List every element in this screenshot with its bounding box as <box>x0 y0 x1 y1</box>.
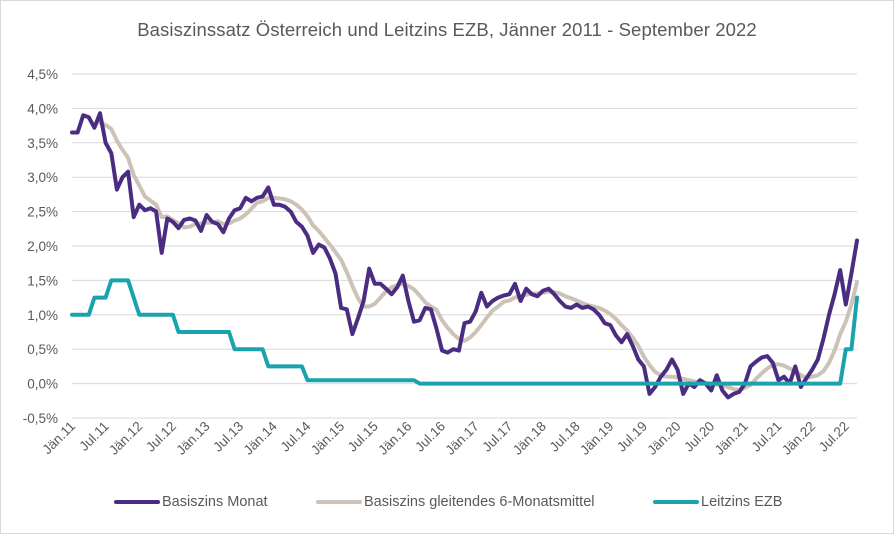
legend-swatch-gleitendes-mittel <box>316 500 362 504</box>
y-tick-label: -0,5% <box>23 411 58 426</box>
x-tick-label: Jul.20 <box>681 419 717 455</box>
y-tick-label: 2,0% <box>27 239 58 254</box>
x-tick-label: Jul.18 <box>547 419 583 455</box>
x-tick-label: Jän.14 <box>241 418 281 458</box>
y-tick-label: 0,0% <box>27 377 58 392</box>
y-tick-label: 4,0% <box>27 101 58 116</box>
x-tick-label: Jän.18 <box>510 419 549 458</box>
y-tick-label: 3,5% <box>27 136 58 151</box>
x-tick-label: Jän.22 <box>779 419 818 458</box>
y-tick-label: 1,5% <box>27 273 58 288</box>
series-gleitendes-mittel-line <box>98 120 859 392</box>
legend-swatch-leitzins-ezb <box>653 500 699 504</box>
x-tick-label: Jän.21 <box>712 419 751 458</box>
y-tick-label: 0,5% <box>27 342 58 357</box>
x-tick-label: Jul.13 <box>210 419 246 455</box>
y-axis-ticks: -0,5% 0,0% 0,5% 1,0% 1,5% 2,0% 2,5% 3,0% 3,5% 4,0… <box>23 67 58 426</box>
x-tick-label: Jän.15 <box>308 419 347 458</box>
legend-swatch-basiszins-monat <box>114 500 160 504</box>
x-tick-label: Jul.16 <box>412 419 448 455</box>
legend-item-gleitendes-mittel: Basiszins gleitendes 6-Monatsmittel <box>316 494 595 510</box>
series-lines <box>70 111 859 400</box>
x-tick-label: Jän.12 <box>106 419 145 458</box>
x-tick-label: Jul.21 <box>749 419 785 455</box>
x-tick-label: Jul.14 <box>278 418 314 454</box>
x-tick-label: Jul.12 <box>143 419 179 455</box>
legend-item-leitzins-ezb: Leitzins EZB <box>653 494 782 510</box>
x-axis-ticks: Jän.11Jul.11Jän.12Jul.12Jän.13Jul.13Jän.… <box>40 418 852 458</box>
y-tick-label: 4,5% <box>27 67 58 82</box>
series-leitzins-ezb-line <box>70 278 859 386</box>
x-tick-label: Jul.17 <box>479 419 515 455</box>
legend-label-basiszins-monat: Basiszins Monat <box>162 494 268 510</box>
chart-title: Basiszinssatz Österreich und Leitzins EZ… <box>137 19 757 40</box>
legend: Basiszins Monat Basiszins gleitendes 6-M… <box>1 494 893 514</box>
x-tick-label: Jän.19 <box>577 419 616 458</box>
series-basiszins-monat-line <box>70 111 859 400</box>
x-tick-label: Jul.22 <box>816 419 852 455</box>
y-tick-label: 1,0% <box>27 308 58 323</box>
legend-label-leitzins-ezb: Leitzins EZB <box>701 494 783 510</box>
legend-label-gleitendes-mittel: Basiszins gleitendes 6-Monatsmittel <box>364 494 595 510</box>
x-tick-label: Jän.20 <box>644 419 683 458</box>
x-tick-label: Jän.17 <box>443 419 482 458</box>
gridlines <box>72 73 857 419</box>
x-tick-label: Jul.15 <box>345 419 381 455</box>
x-tick-label: Jän.16 <box>375 419 414 458</box>
legend-item-basiszins-monat: Basiszins Monat <box>114 494 268 510</box>
x-tick-label: Jul.19 <box>614 419 650 455</box>
y-tick-label: 2,5% <box>27 205 58 220</box>
x-tick-label: Jän.13 <box>173 419 212 458</box>
y-tick-label: 3,0% <box>27 170 58 185</box>
